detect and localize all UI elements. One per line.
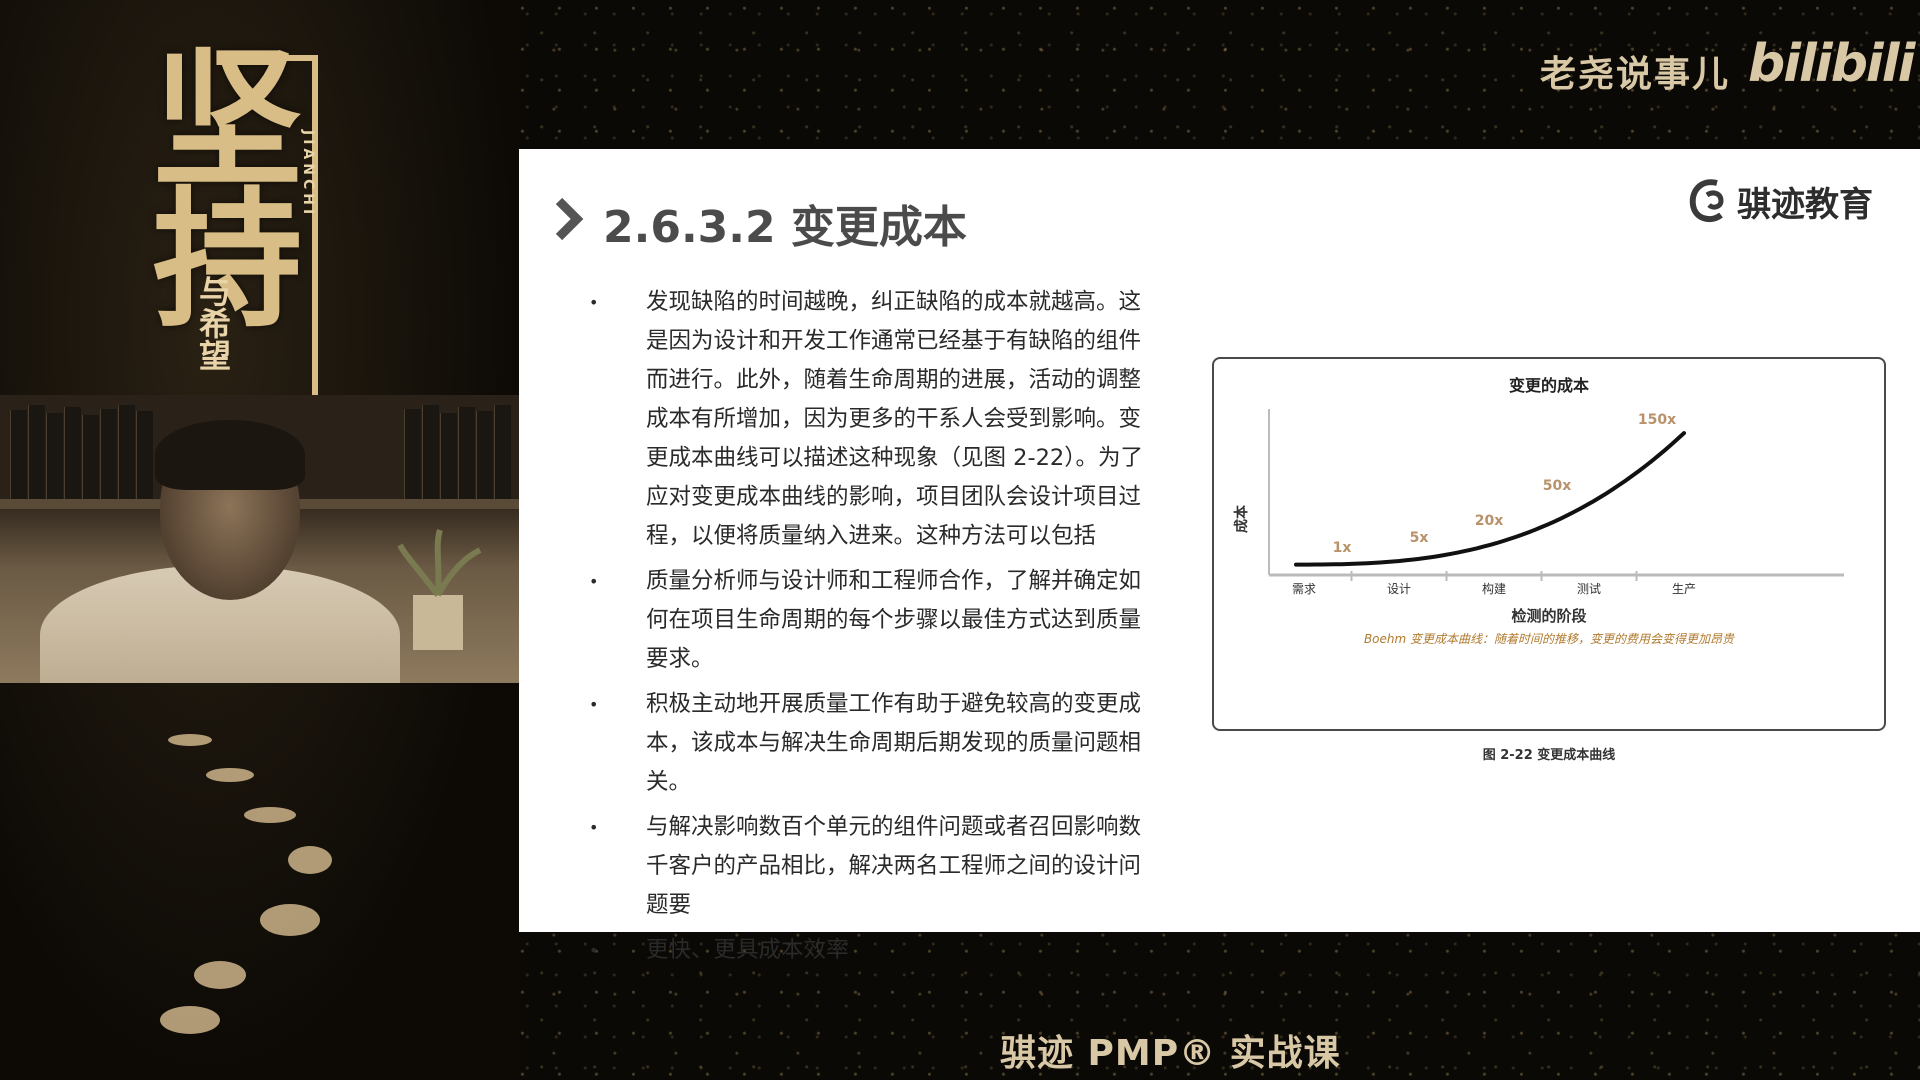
- x-tick-label: 测试: [1577, 581, 1601, 596]
- presentation-slide: 2.6.3.2 变更成本 骐迹教育 • 发现缺陷的时间越晚，纠正缺陷的成本就越高。…: [519, 149, 1920, 963]
- bullet-dot: •: [589, 818, 599, 837]
- data-label: 150x: [1638, 412, 1676, 428]
- bullet-dot: •: [589, 293, 599, 312]
- poster-decor-line: [258, 55, 316, 61]
- brand-name: 骐迹教育: [1737, 184, 1873, 225]
- list-item: • 发现缺陷的时间越晚，纠正缺陷的成本就越高。这是因为设计和开发工作通常已经基于有…: [589, 283, 1149, 556]
- bullet-dot: •: [589, 941, 599, 960]
- poster-decor-line: [312, 55, 318, 395]
- data-label: 5x: [1410, 530, 1429, 546]
- figure-caption: 图 2-22 变更成本曲线: [1482, 748, 1616, 763]
- list-item: • 与解决影响数百个单元的组件问题或者召回影响数千客户的产品相比，解决两名工程师之…: [589, 808, 1149, 925]
- channel-name: 老尧说事儿: [1540, 54, 1731, 95]
- list-item: • 更快、更具成本效率: [589, 931, 1149, 970]
- bilibili-logo: bilibili: [1748, 34, 1915, 94]
- bullet-text: 发现缺陷的时间越晚，纠正缺陷的成本就越高。这是因为设计和开发工作通常已经基于有缺…: [646, 289, 1143, 549]
- x-tick-label: 生产: [1672, 582, 1696, 596]
- brand-mark-icon: [1689, 179, 1724, 223]
- cost-of-change-figure: 变更的成本 成本 需求 设计 构建 测试 生产 1x 5x 20x 50x 150x 检测的阶段…: [1212, 357, 1886, 731]
- x-tick-label: 需求: [1292, 582, 1316, 596]
- series-line: [1294, 431, 1686, 567]
- course-title: 骐迹 PMP® 实战课: [1000, 1033, 1341, 1074]
- chevron-right-icon: [555, 197, 584, 241]
- chart-title: 变更的成本: [1509, 376, 1589, 395]
- chart-x-axis-label: 检测的阶段: [1511, 607, 1586, 625]
- list-item: • 积极主动地开展质量工作有助于避免较高的变更成本，该成本与解决生命周期后期发现的…: [589, 685, 1149, 802]
- poster-subtitle-en: JIANCHI: [300, 130, 316, 219]
- bullet-dot: •: [589, 572, 599, 591]
- data-label: 50x: [1543, 478, 1572, 494]
- footprints-illustration: [160, 734, 332, 1034]
- brand-logo: 骐迹教育: [1687, 171, 1873, 231]
- person-hair: [155, 420, 305, 490]
- x-tick-label: 设计: [1387, 582, 1411, 596]
- chart-y-axis-label: 成本: [1233, 504, 1250, 533]
- x-tick-label: 构建: [1482, 581, 1506, 596]
- bullet-dot: •: [589, 695, 599, 714]
- webcam-feed: [0, 395, 519, 683]
- chart-note: Boehm 变更成本曲线：随着时间的推移，变更的费用会变得更加昂贵: [1364, 632, 1735, 646]
- bullet-text: 积极主动地开展质量工作有助于避免较高的变更成本，该成本与解决生命周期后期发现的质…: [646, 691, 1142, 795]
- poster-title: 坚持: [127, 40, 303, 320]
- slide-title: 2.6.3.2 变更成本: [603, 202, 967, 253]
- cost-curve-chart: 变更的成本 成本 需求 设计 构建 测试 生产 1x 5x 20x 50x 150x 检测的阶段…: [1233, 376, 1844, 646]
- bullet-text: 更快、更具成本效率: [646, 937, 849, 963]
- poster-subtitle-cn: 与希望: [194, 275, 232, 371]
- bullet-text: 与解决影响数百个单元的组件问题或者召回影响数千客户的产品相比，解决两名工程师之间…: [646, 814, 1142, 918]
- data-label: 20x: [1475, 513, 1504, 529]
- bullet-text: 质量分析师与设计师和工程师合作，了解并确定如何在项目生命周期的每个步骤以最佳方式…: [646, 568, 1142, 672]
- data-label: 1x: [1333, 540, 1352, 556]
- bullet-list: • 发现缺陷的时间越晚，纠正缺陷的成本就越高。这是因为设计和开发工作通常已经基于有…: [589, 283, 1149, 976]
- plant-pot: [397, 529, 482, 650]
- list-item: • 质量分析师与设计师和工程师合作，了解并确定如何在项目生命周期的每个步骤以最佳方…: [589, 562, 1149, 679]
